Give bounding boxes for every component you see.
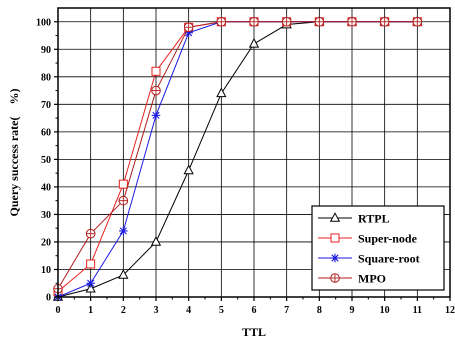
legend-item: Super-node bbox=[318, 232, 418, 246]
circle-plus-marker bbox=[85, 228, 96, 239]
y-axis-title: Query success rate( %) bbox=[7, 89, 21, 217]
y-tick-label: 100 bbox=[36, 17, 51, 28]
asterisk-marker bbox=[330, 253, 340, 263]
legend: RTPL Super-node Square-root MPO bbox=[311, 205, 445, 291]
asterisk-stroke bbox=[87, 279, 95, 287]
legend-label: Square-root bbox=[358, 252, 420, 266]
y-tick-label: 40 bbox=[41, 182, 51, 193]
x-tick-label: 3 bbox=[154, 305, 159, 316]
legend-item: Square-root bbox=[318, 252, 420, 266]
y-tick-label: 70 bbox=[41, 100, 51, 111]
legend-label: RTPL bbox=[358, 212, 390, 226]
asterisk-stroke bbox=[331, 254, 339, 262]
circle-plus-marker bbox=[330, 273, 340, 283]
circle-plus-marker bbox=[216, 16, 227, 27]
circle-plus-marker bbox=[379, 16, 390, 27]
legend-item: RTPL bbox=[318, 212, 390, 226]
x-axis-title: TTL bbox=[242, 325, 266, 339]
x-tick-label: 8 bbox=[317, 305, 322, 316]
legend-label: MPO bbox=[358, 272, 386, 286]
circle-plus-marker bbox=[347, 16, 357, 27]
x-tick-label: 9 bbox=[350, 305, 355, 316]
y-tick-label: 90 bbox=[41, 45, 51, 56]
triangle-marker bbox=[85, 282, 96, 293]
x-tick-label: 7 bbox=[284, 305, 289, 316]
x-tick-label: 11 bbox=[413, 305, 422, 316]
y-tick-label: 20 bbox=[41, 237, 51, 248]
asterisk-stroke bbox=[152, 111, 160, 119]
y-tick-label: 10 bbox=[41, 265, 51, 276]
y-tick-label: 0 bbox=[46, 293, 51, 304]
square-marker bbox=[151, 66, 161, 76]
series-line bbox=[57, 21, 418, 289]
triangle-marker bbox=[248, 37, 260, 48]
circle-plus-marker bbox=[151, 85, 161, 96]
triangle-marker bbox=[118, 269, 129, 279]
x-tick-label: 4 bbox=[186, 305, 191, 316]
x-tick-label: 0 bbox=[56, 305, 61, 316]
circle-plus-marker bbox=[183, 22, 194, 33]
circle-plus-marker bbox=[314, 16, 325, 27]
x-tick-label: 1 bbox=[88, 305, 93, 316]
triangle-marker bbox=[183, 164, 194, 175]
series-layer bbox=[52, 15, 423, 302]
square-marker bbox=[118, 179, 128, 189]
circle-plus-marker bbox=[281, 16, 292, 27]
triangle-marker bbox=[150, 236, 162, 246]
x-tick-label: 5 bbox=[219, 305, 224, 316]
y-tick-label: 80 bbox=[41, 72, 51, 83]
circle-plus-marker bbox=[118, 195, 129, 206]
asterisk-stroke bbox=[119, 227, 127, 235]
legend-item: MPO bbox=[318, 272, 386, 286]
square-marker bbox=[330, 233, 340, 243]
x-tick-label: 12 bbox=[445, 305, 455, 316]
x-tick-label: 10 bbox=[380, 305, 390, 316]
y-tick-label: 30 bbox=[41, 210, 51, 221]
y-tick-label: 60 bbox=[41, 127, 51, 138]
legend-label: Super-node bbox=[358, 232, 418, 246]
square-marker bbox=[86, 259, 96, 269]
x-tick-label: 6 bbox=[252, 305, 257, 316]
x-tick-label: 2 bbox=[121, 305, 126, 316]
y-tick-label: 50 bbox=[41, 155, 51, 166]
asterisk-marker bbox=[151, 111, 161, 120]
triangle-marker bbox=[329, 212, 341, 222]
circle-plus-marker bbox=[249, 16, 259, 27]
circle-plus-marker bbox=[412, 16, 423, 27]
asterisk-marker bbox=[86, 278, 95, 288]
triangle-marker bbox=[216, 87, 227, 98]
asterisk-marker bbox=[119, 226, 128, 236]
